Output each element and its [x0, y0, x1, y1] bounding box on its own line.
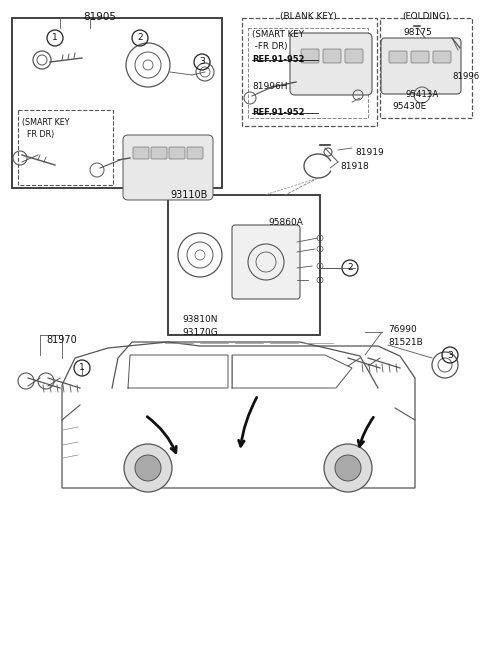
FancyBboxPatch shape — [232, 225, 300, 299]
Circle shape — [124, 444, 172, 492]
Text: 81918: 81918 — [340, 162, 369, 171]
FancyBboxPatch shape — [290, 33, 372, 95]
Text: 1: 1 — [79, 363, 85, 373]
Text: 3: 3 — [447, 350, 453, 359]
Circle shape — [335, 455, 361, 481]
FancyBboxPatch shape — [323, 49, 341, 63]
Bar — [248, 28, 368, 118]
Text: 81905: 81905 — [84, 12, 117, 22]
Text: 81996K: 81996K — [452, 72, 480, 81]
Bar — [12, 18, 222, 188]
Polygon shape — [62, 342, 415, 488]
Text: 98175: 98175 — [404, 28, 432, 37]
Text: -FR DR): -FR DR) — [252, 42, 288, 51]
Text: 95413A: 95413A — [406, 90, 439, 99]
Bar — [242, 18, 377, 126]
Bar — [168, 195, 320, 335]
Text: 93110B: 93110B — [170, 190, 207, 200]
Text: 2: 2 — [137, 33, 143, 43]
Text: 95860A: 95860A — [268, 218, 303, 227]
Text: 81919: 81919 — [355, 148, 384, 157]
FancyBboxPatch shape — [433, 51, 451, 63]
Text: 95430E: 95430E — [392, 102, 426, 111]
Text: (SMART KEY: (SMART KEY — [252, 30, 304, 39]
Text: 81970: 81970 — [47, 335, 77, 345]
Text: 81996H: 81996H — [252, 82, 288, 91]
FancyBboxPatch shape — [381, 38, 461, 94]
Text: 2: 2 — [347, 264, 353, 272]
Text: (BLANK KEY): (BLANK KEY) — [279, 12, 336, 21]
FancyBboxPatch shape — [301, 49, 319, 63]
Text: 3: 3 — [199, 58, 205, 66]
Bar — [380, 18, 472, 118]
FancyBboxPatch shape — [389, 51, 407, 63]
Bar — [18, 110, 113, 185]
FancyBboxPatch shape — [345, 49, 363, 63]
Text: REF.91-952: REF.91-952 — [252, 108, 304, 117]
Text: 93170G: 93170G — [182, 328, 218, 337]
Text: FR DR): FR DR) — [22, 130, 54, 139]
FancyBboxPatch shape — [187, 147, 203, 159]
Text: 1: 1 — [52, 33, 58, 43]
FancyBboxPatch shape — [133, 147, 149, 159]
Text: (FOLDING): (FOLDING) — [402, 12, 450, 21]
FancyBboxPatch shape — [151, 147, 167, 159]
Text: 81521B: 81521B — [388, 338, 423, 347]
Text: 93810N: 93810N — [182, 315, 217, 324]
FancyBboxPatch shape — [411, 51, 429, 63]
Circle shape — [135, 455, 161, 481]
Text: 76990: 76990 — [388, 325, 417, 334]
Text: (SMART KEY: (SMART KEY — [22, 118, 70, 127]
Circle shape — [324, 444, 372, 492]
FancyBboxPatch shape — [123, 135, 213, 200]
Text: REF.91-952: REF.91-952 — [252, 55, 304, 64]
FancyBboxPatch shape — [169, 147, 185, 159]
